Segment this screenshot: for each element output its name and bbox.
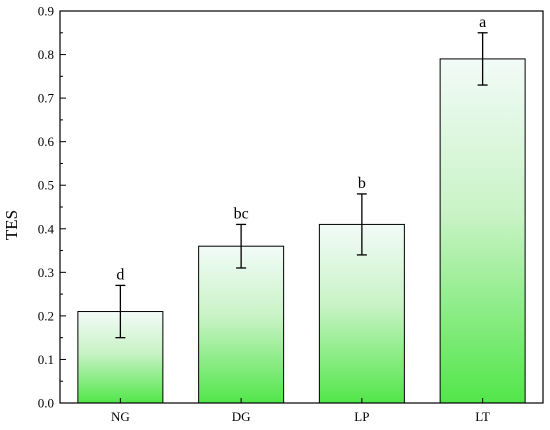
x-tick-label-lp: LP [354,409,369,424]
y-tick-label: 0.1 [38,352,54,367]
y-tick-label: 0.2 [38,308,54,323]
axes-group: NG DG LP LT 0.0 0.1 0.2 0.3 0.4 0.5 0.6 0.7 0.8 0.9 [38,4,544,424]
y-tick-label: 0.5 [38,178,54,193]
significance-label-dg: bc [234,205,249,222]
y-tick-label: 0.7 [38,91,55,106]
bar-dg [198,245,285,404]
significance-label-lp: b [358,175,366,192]
significance-label-ng: d [116,266,124,283]
y-tick-label: 0.8 [38,47,54,62]
significance-label-lt: a [479,14,486,31]
y-axis-title: TES [2,210,21,240]
y-tick-label: 0.9 [38,4,54,19]
y-tick-label: 0.6 [38,134,55,149]
x-tick-label-ng: NG [111,409,130,424]
bar-lt [439,58,526,404]
y-tick-label: 0.3 [38,265,54,280]
significance-labels-group: d bc b a [116,14,486,284]
bars-group [77,58,526,404]
error-bars-group [115,32,488,339]
plot-frame [59,10,544,404]
x-tick-label-lt: LT [475,409,490,424]
y-tick-label: 0.4 [38,221,55,236]
x-tick-label-dg: DG [232,409,251,424]
y-tick-label: 0.0 [38,396,54,411]
